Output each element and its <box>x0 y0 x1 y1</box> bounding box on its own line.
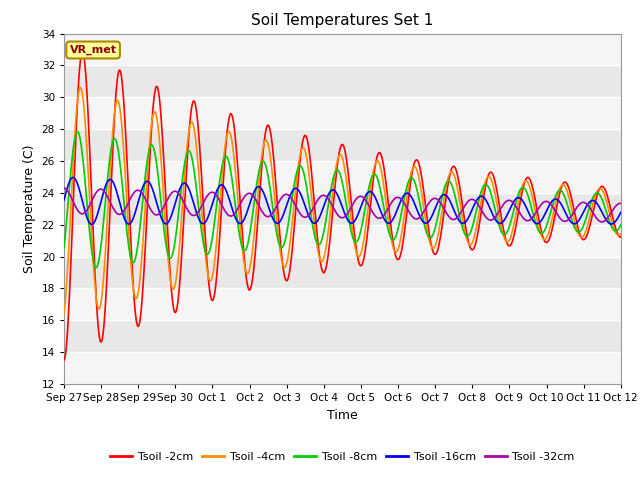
Title: Soil Temperatures Set 1: Soil Temperatures Set 1 <box>252 13 433 28</box>
Bar <box>64 320 621 352</box>
Bar <box>64 129 621 161</box>
Bar <box>64 193 621 225</box>
Bar <box>64 288 621 320</box>
Legend: Tsoil -2cm, Tsoil -4cm, Tsoil -8cm, Tsoil -16cm, Tsoil -32cm: Tsoil -2cm, Tsoil -4cm, Tsoil -8cm, Tsoi… <box>106 447 579 466</box>
Bar <box>64 257 621 288</box>
Bar <box>64 97 621 129</box>
Y-axis label: Soil Temperature (C): Soil Temperature (C) <box>23 144 36 273</box>
Bar <box>64 161 621 193</box>
Bar <box>64 34 621 65</box>
Bar <box>64 225 621 257</box>
Bar <box>64 65 621 97</box>
Bar <box>64 352 621 384</box>
Text: VR_met: VR_met <box>70 45 116 55</box>
X-axis label: Time: Time <box>327 408 358 421</box>
